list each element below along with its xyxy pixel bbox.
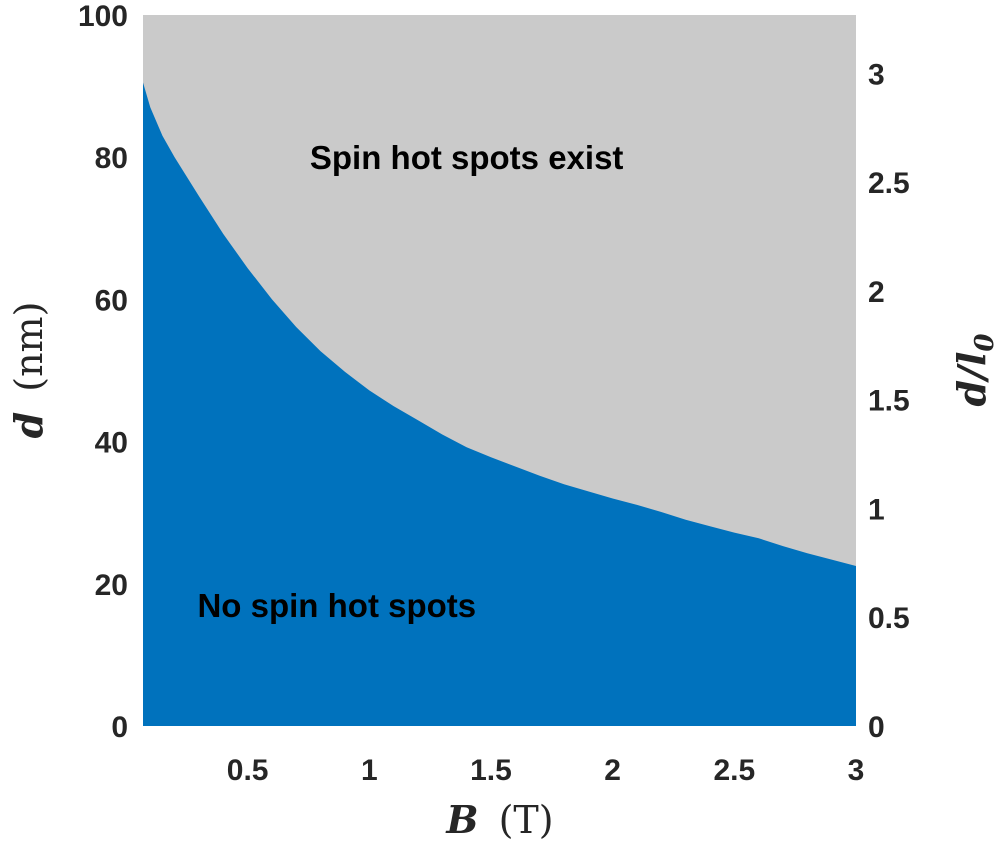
y-axis-label: d (nm) bbox=[6, 302, 51, 439]
y2-tick-label: 1 bbox=[868, 493, 885, 526]
y2-tick-label: 1.5 bbox=[868, 385, 910, 418]
y2-axis-label-sub: 0 bbox=[970, 334, 1000, 352]
x-tick-label: 2 bbox=[604, 754, 621, 787]
x-axis-label-var: B bbox=[445, 797, 478, 842]
region-label-above: Spin hot spots exist bbox=[310, 139, 624, 176]
x-tick-label: 2.5 bbox=[713, 754, 755, 787]
y-axis-label-var: d bbox=[6, 412, 51, 439]
x-tick-label: 0.5 bbox=[227, 754, 269, 787]
x-axis-label-unit: (T) bbox=[499, 798, 554, 842]
x-tick-label: 1 bbox=[361, 754, 378, 787]
y2-tick-label: 2.5 bbox=[868, 167, 910, 200]
x-tick-label: 1.5 bbox=[470, 754, 512, 787]
y-tick-label: 100 bbox=[78, 0, 128, 33]
y-axis-label-unit: (nm) bbox=[7, 302, 51, 392]
y2-tick-label: 3 bbox=[868, 58, 885, 91]
x-axis-label: B (T) bbox=[445, 797, 553, 842]
y-tick-label: 40 bbox=[95, 427, 128, 460]
x-tick-label: 3 bbox=[848, 754, 865, 787]
y2-axis-ticks: 0 0.5 1 1.5 2 2.5 3 bbox=[868, 58, 910, 744]
y-tick-label: 0 bbox=[111, 711, 128, 744]
y-tick-label: 60 bbox=[95, 284, 128, 317]
region-label-below: No spin hot spots bbox=[197, 587, 476, 624]
y2-tick-label: 0 bbox=[868, 711, 885, 744]
y2-axis-label-text: d/l bbox=[949, 352, 994, 407]
y-tick-label: 20 bbox=[95, 569, 128, 602]
x-axis-ticks: 0.5 1 1.5 2 2.5 3 bbox=[227, 754, 865, 787]
y-axis-ticks: 0 20 40 60 80 100 bbox=[78, 0, 128, 744]
y2-tick-label: 2 bbox=[868, 276, 885, 309]
region-below-boundary bbox=[143, 82, 856, 726]
y2-tick-label: 0.5 bbox=[868, 602, 910, 635]
y2-axis-label: d/l0 bbox=[949, 334, 1000, 407]
y-tick-label: 80 bbox=[95, 142, 128, 175]
